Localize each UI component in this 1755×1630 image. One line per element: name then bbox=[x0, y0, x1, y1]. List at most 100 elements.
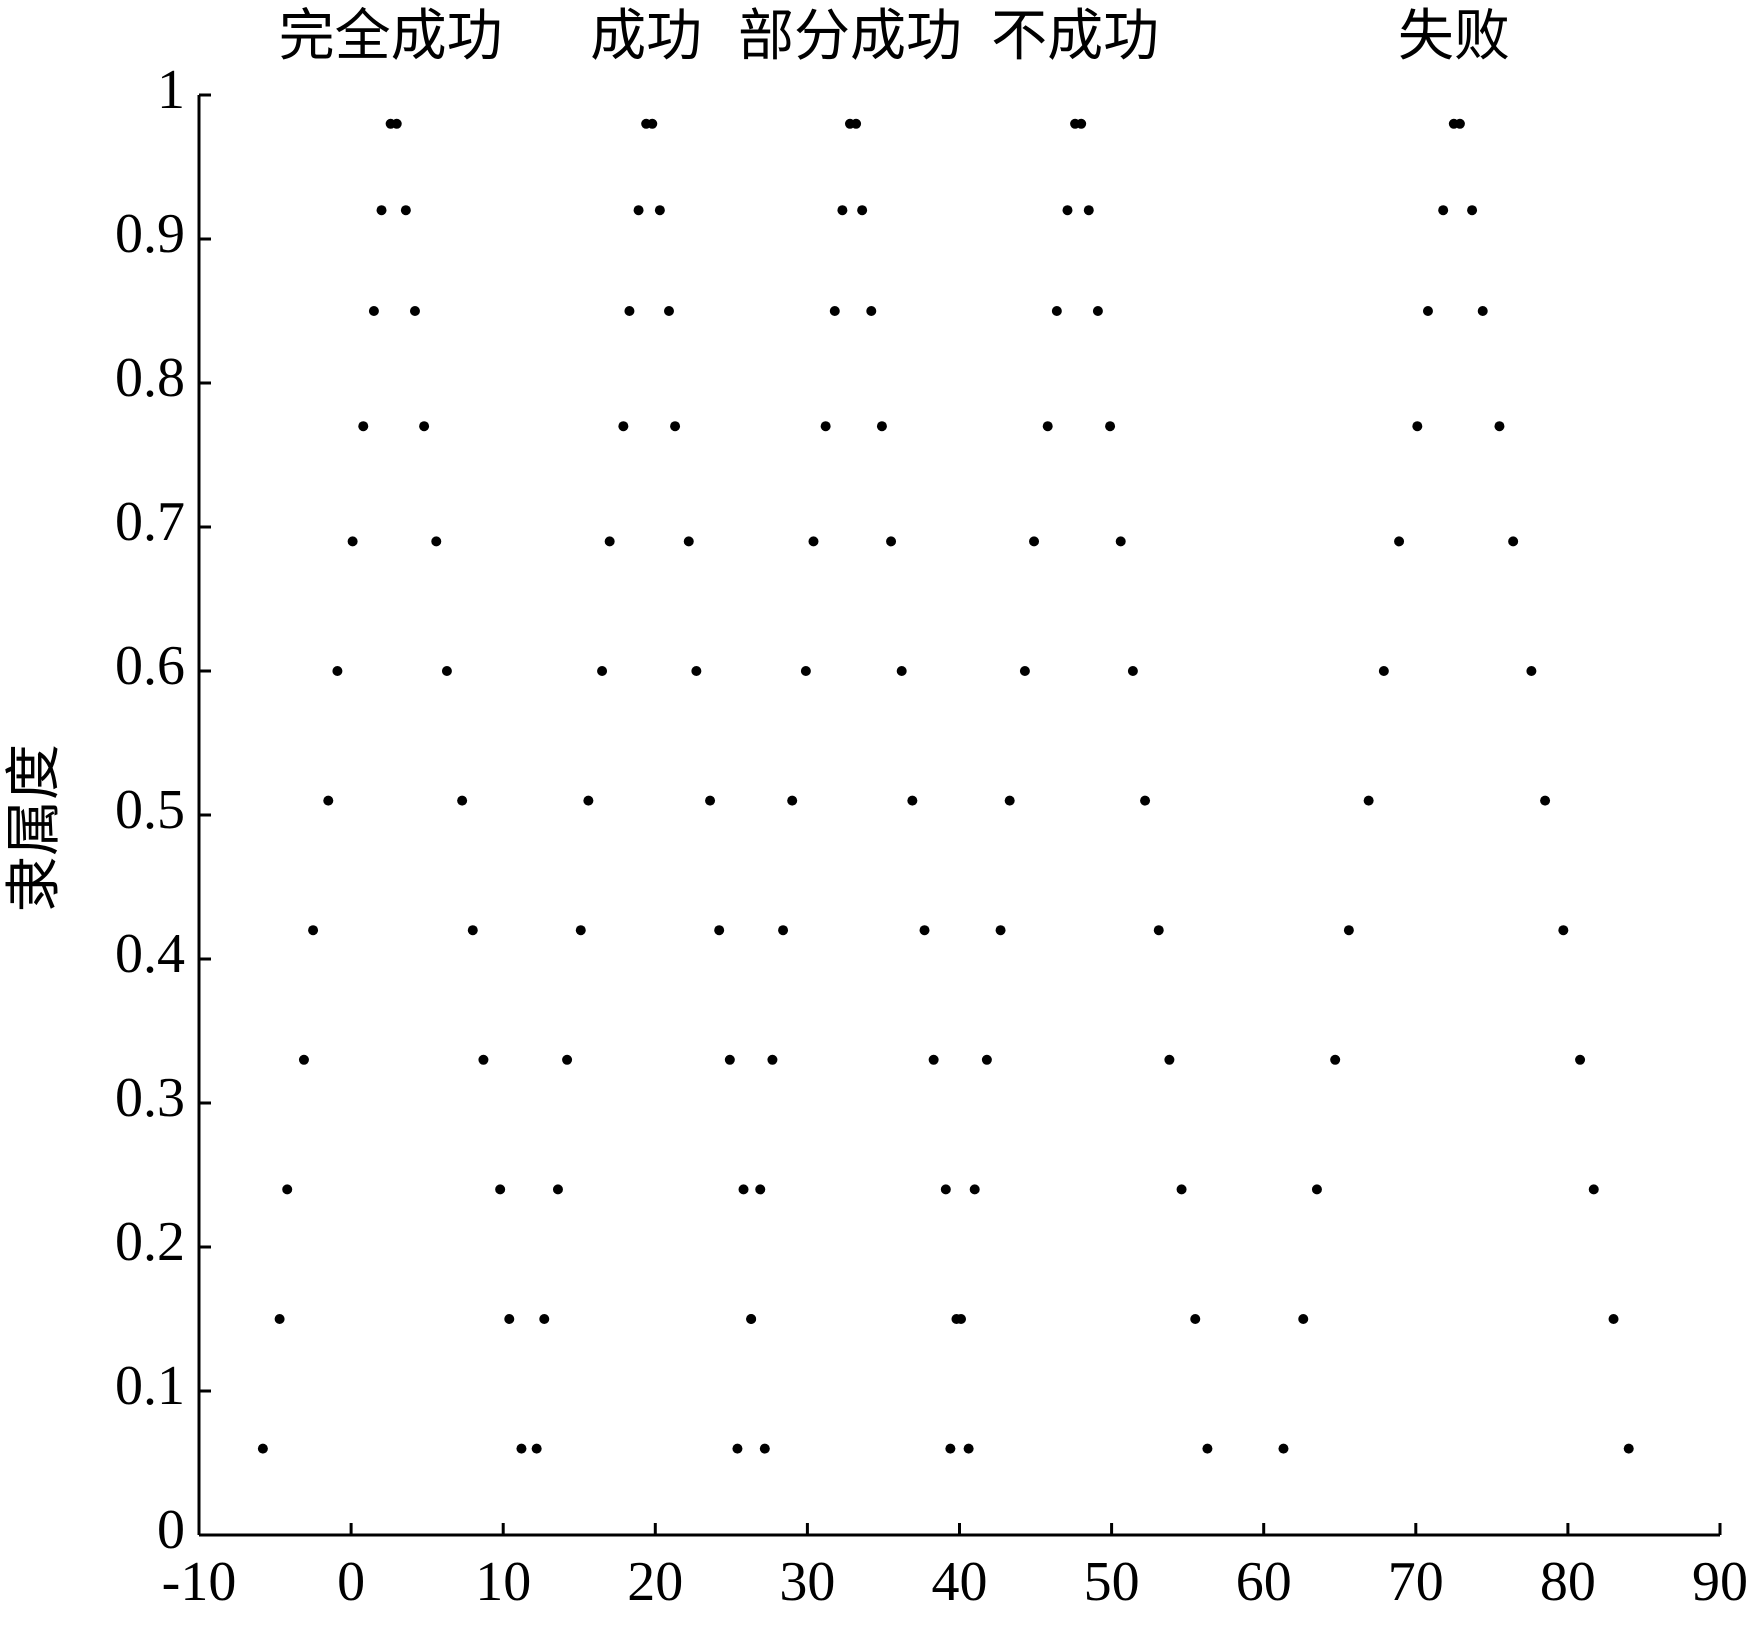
point bbox=[347, 536, 358, 547]
point bbox=[1438, 205, 1449, 216]
x-tick-label: 80 bbox=[1540, 1551, 1596, 1613]
point bbox=[624, 306, 635, 316]
point bbox=[1140, 795, 1151, 806]
point bbox=[368, 306, 379, 316]
point bbox=[1278, 1443, 1289, 1454]
point bbox=[876, 421, 887, 432]
point bbox=[1575, 1054, 1586, 1065]
point bbox=[800, 666, 811, 676]
point bbox=[820, 421, 831, 432]
point bbox=[829, 306, 840, 316]
point bbox=[1190, 1314, 1201, 1324]
point bbox=[1311, 1184, 1322, 1195]
point bbox=[391, 118, 402, 129]
point bbox=[323, 795, 334, 806]
point bbox=[886, 536, 897, 547]
point bbox=[1062, 205, 1073, 216]
point bbox=[562, 1054, 573, 1065]
point bbox=[691, 666, 702, 676]
x-tick-label: -10 bbox=[162, 1551, 237, 1613]
point bbox=[409, 306, 420, 316]
point bbox=[738, 1184, 749, 1195]
x-tick-label: 60 bbox=[1236, 1551, 1292, 1613]
point bbox=[808, 536, 819, 547]
y-axis-label: 隶属度 bbox=[4, 744, 66, 912]
point bbox=[1330, 1054, 1341, 1065]
x-tick-label: 20 bbox=[627, 1551, 683, 1613]
point bbox=[467, 925, 478, 936]
point bbox=[1202, 1443, 1213, 1454]
point bbox=[1608, 1314, 1619, 1324]
point bbox=[419, 421, 430, 432]
point bbox=[1176, 1184, 1187, 1195]
point bbox=[583, 795, 594, 806]
x-tick-label: 10 bbox=[475, 1551, 531, 1613]
point bbox=[597, 666, 608, 676]
point bbox=[1623, 1443, 1634, 1454]
point bbox=[1363, 795, 1374, 806]
point bbox=[778, 925, 789, 936]
point bbox=[1477, 306, 1488, 316]
point bbox=[981, 1054, 992, 1065]
point bbox=[1298, 1314, 1309, 1324]
point bbox=[1164, 1054, 1175, 1065]
point bbox=[431, 536, 442, 547]
y-tick-label: 0.1 bbox=[115, 1355, 185, 1417]
x-tick-label: 70 bbox=[1388, 1551, 1444, 1613]
point bbox=[308, 925, 319, 936]
y-tick-label: 0.2 bbox=[115, 1211, 185, 1273]
point bbox=[575, 925, 586, 936]
point bbox=[257, 1443, 268, 1454]
point bbox=[1153, 925, 1164, 936]
point bbox=[1127, 666, 1138, 676]
x-tick-label: 50 bbox=[1084, 1551, 1140, 1613]
x-tick-label: 40 bbox=[932, 1551, 988, 1613]
y-tick-label: 0.8 bbox=[115, 347, 185, 409]
point bbox=[1454, 118, 1465, 129]
x-tick-label: 0 bbox=[337, 1551, 365, 1613]
point bbox=[1029, 536, 1040, 547]
point bbox=[705, 795, 716, 806]
point bbox=[1540, 795, 1551, 806]
point bbox=[759, 1443, 770, 1454]
point bbox=[1394, 536, 1405, 547]
point bbox=[282, 1184, 293, 1195]
point bbox=[940, 1184, 951, 1195]
point bbox=[837, 205, 848, 216]
point bbox=[1558, 925, 1569, 936]
point bbox=[1588, 1184, 1599, 1195]
point bbox=[1526, 666, 1537, 676]
point bbox=[495, 1184, 506, 1195]
point bbox=[1343, 925, 1354, 936]
series-label: 成功 bbox=[590, 6, 702, 68]
y-tick-label: 0.6 bbox=[115, 635, 185, 697]
point bbox=[732, 1443, 743, 1454]
point bbox=[1422, 306, 1433, 316]
point bbox=[1076, 118, 1087, 129]
point bbox=[1508, 536, 1519, 547]
point bbox=[358, 421, 369, 432]
series-label: 部分成功 bbox=[738, 6, 962, 68]
point bbox=[787, 795, 798, 806]
point bbox=[504, 1314, 515, 1324]
point bbox=[1467, 205, 1478, 216]
y-tick-label: 0.9 bbox=[115, 203, 185, 265]
point bbox=[400, 205, 411, 216]
y-tick-label: 1 bbox=[157, 59, 185, 121]
point bbox=[963, 1443, 974, 1454]
point bbox=[919, 925, 930, 936]
point bbox=[478, 1054, 489, 1065]
point bbox=[714, 925, 725, 936]
point bbox=[1004, 795, 1015, 806]
series-label: 失败 bbox=[1398, 6, 1510, 68]
point bbox=[969, 1184, 980, 1195]
series-label: 完全成功 bbox=[279, 6, 503, 68]
point bbox=[633, 205, 644, 216]
x-tick-label: 30 bbox=[779, 1551, 835, 1613]
point bbox=[851, 118, 862, 129]
x-tick-label: 90 bbox=[1692, 1551, 1748, 1613]
point bbox=[618, 421, 629, 432]
point bbox=[995, 925, 1006, 936]
y-tick-label: 0.4 bbox=[115, 923, 185, 985]
